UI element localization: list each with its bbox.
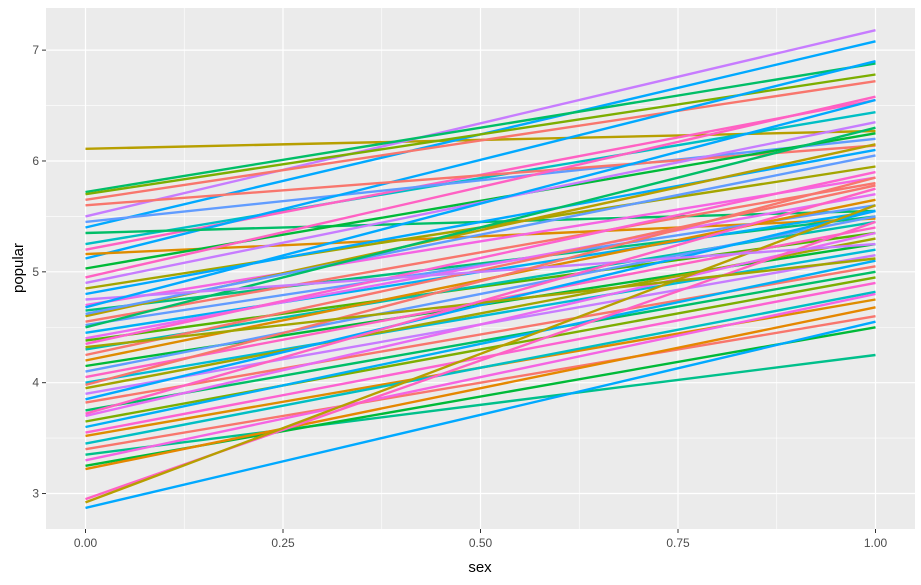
series-line-29 [85, 184, 876, 357]
series-line-2 [85, 29, 876, 218]
series-line-34 [85, 248, 876, 384]
series-line-48 [85, 292, 876, 462]
x-tick-label: 1.00 [864, 536, 888, 550]
x-axis: 0.00 0.25 0.50 0.75 1.00 [74, 529, 888, 550]
y-tick-label: 4 [32, 376, 39, 390]
series-line-58 [85, 98, 876, 309]
series-line-50 [85, 306, 876, 471]
series-line-56 [85, 242, 876, 301]
series-lines [85, 29, 876, 510]
series-line-39 [85, 270, 876, 412]
series-line-4 [85, 62, 876, 194]
series-line-55 [85, 126, 876, 329]
x-tick-label: 0.25 [271, 536, 295, 550]
y-tick-label: 7 [32, 43, 39, 57]
series-line-27 [85, 170, 876, 346]
x-tick-label: 0.00 [74, 536, 98, 550]
series-line-54 [85, 154, 876, 316]
series-line-43 [85, 281, 876, 434]
series-line-10 [85, 60, 876, 260]
series-line-19 [85, 176, 876, 307]
y-tick-label: 3 [32, 487, 39, 501]
x-tick-label: 0.50 [469, 536, 493, 550]
y-axis: 3 4 5 6 7 [32, 43, 46, 501]
series-line-40 [85, 231, 876, 418]
series-line-45 [85, 290, 876, 445]
y-axis-title: popular [10, 243, 27, 293]
series-line-46 [85, 315, 876, 451]
series-line-41 [85, 276, 876, 423]
series-line-53 [85, 320, 876, 510]
series-line-57 [85, 176, 876, 387]
series-line-47 [85, 353, 876, 456]
series-line-59 [85, 257, 876, 349]
series-line-15 [85, 95, 876, 279]
series-line-5 [85, 80, 876, 201]
series-line-52 [85, 204, 876, 504]
y-tick-label: 5 [32, 265, 39, 279]
y-tick-label: 6 [32, 154, 39, 168]
series-line-9 [85, 137, 876, 224]
series-line-22 [85, 181, 876, 323]
x-tick-label: 0.75 [666, 536, 690, 550]
x-axis-title: sex [468, 559, 492, 576]
series-line-14 [85, 132, 876, 270]
series-line-60 [85, 187, 876, 415]
series-line-42 [85, 259, 876, 429]
series-line-37 [85, 209, 876, 401]
